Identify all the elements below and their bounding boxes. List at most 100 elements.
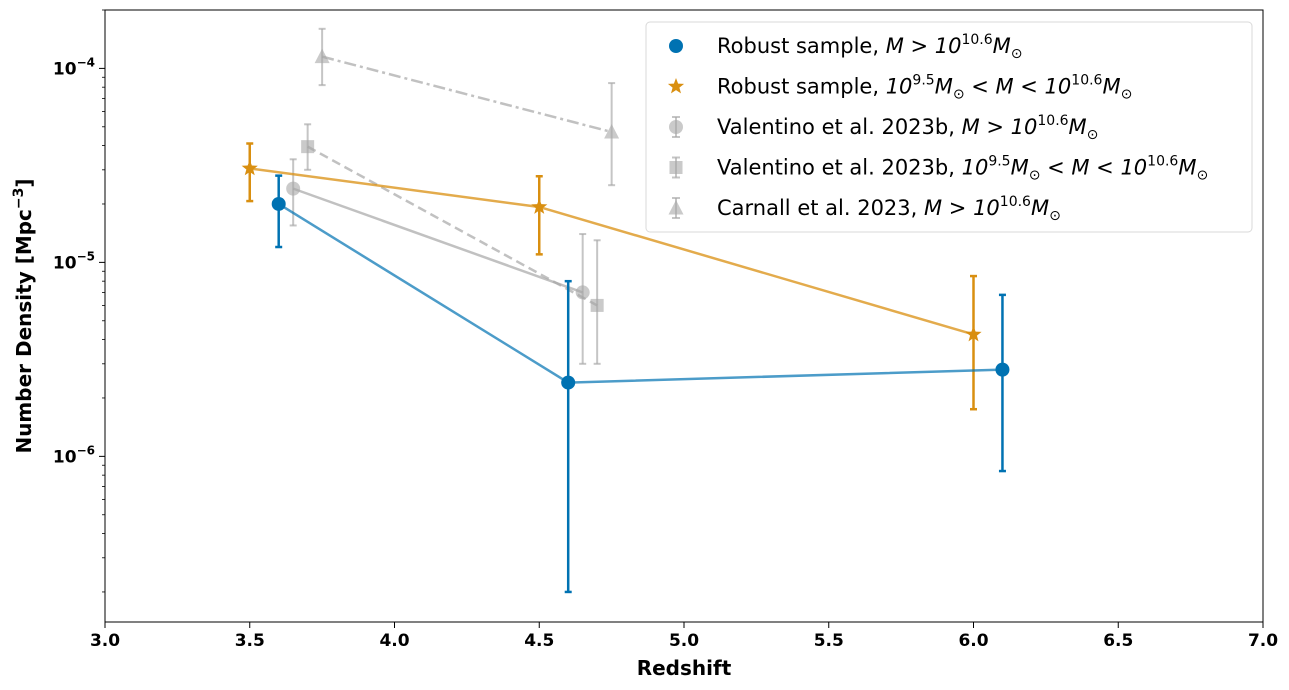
legend-label-text: Valentino et al. 2023b, [717,115,962,139]
legend-label-text: Valentino et al. 2023b, [717,156,962,180]
legend-label-0: Robust sample, M > 1010.6M⊙ [717,32,1023,62]
legend-math: ⊙ [1011,46,1023,62]
y-tick-base: 10 [53,253,77,273]
legend-marker-3 [669,161,683,174]
series-2 [286,158,590,365]
x-axis-title: Redshift [637,656,732,680]
legend-math: ⊙ [1029,168,1041,184]
legend-math: < M < 10 [965,75,1072,99]
series-0 [271,174,1010,594]
data-point-1-2 [965,325,982,342]
legend-math: 10.6 [961,32,992,48]
y-tick-exp: −5 [77,249,95,263]
legend-label-4: Carnall et al. 2023, M > 1010.6M⊙ [717,194,1061,224]
legend-math: M [1178,156,1196,180]
legend-math: ⊙ [953,87,965,103]
legend-label-2: Valentino et al. 2023b, M > 1010.6M⊙ [717,113,1098,143]
y-axis-title: Number Density [Mpc−3] [11,178,36,453]
y-tick-base: 10 [53,447,77,467]
series-4 [314,27,620,187]
legend-math: 10.6 [1037,113,1068,129]
y-tick-label-2: 10−4 [53,55,95,79]
legend-math: 9.5 [988,154,1010,170]
legend-label-1: Robust sample, 109.5M⊙ < M < 1010.6M⊙ [717,73,1132,103]
error-bar-0-2 [998,293,1006,473]
legend-math: < M < 10 [1040,156,1147,180]
legend-label-3: Valentino et al. 2023b, 109.5M⊙ < M < 10… [717,154,1208,184]
data-point-4-1 [604,124,620,139]
legend-frame [645,21,1253,233]
y-tick-base: 10 [53,59,77,79]
legend-math: M > 10 [962,115,1038,139]
legend-math: ⊙ [1049,208,1061,224]
data-point-2-0 [286,181,301,196]
data-point-1-0 [241,159,258,176]
error-bar-1-0 [246,142,254,203]
series-layer [241,27,1010,594]
legend-math: M > 10 [924,196,1000,220]
legend-marker-2 [669,120,683,134]
x-tick-label-0: 3.0 [90,631,120,651]
legend-math: ⊙ [1121,87,1133,103]
legend-marker-0 [669,39,683,53]
x-tick-label-2: 4.0 [379,631,409,651]
y-tick-label-0: 10−6 [53,443,95,467]
y-tick-exp: −6 [77,443,95,457]
data-point-3-0 [301,140,315,154]
data-point-3-1 [590,298,604,312]
legend-math: 10.6 [1000,194,1031,210]
legend-item-3: Valentino et al. 2023b, 109.5M⊙ < M < 10… [669,154,1208,184]
legend-label-text: Carnall et al. 2023, [717,196,924,220]
legend-math: 9.5 [912,73,934,89]
y-tick-label-1: 10−5 [53,249,95,273]
legend-math: ⊙ [1087,127,1099,143]
x-tick-label-4: 5.0 [669,631,699,651]
data-point-0-0 [271,196,286,211]
legend-label-text: Robust sample, [717,34,886,58]
x-tick-label-1: 3.5 [235,631,265,651]
series-1 [241,142,982,411]
legend-math: M [935,75,953,99]
legend-math: 10.6 [1147,154,1178,170]
series-line-2 [292,187,584,294]
y-axis-title-main: Number Density [Mpc [12,209,36,453]
legend-math: 10.6 [1071,73,1102,89]
axis-ticks: 3.0 3.5 4.0 4.5 5.0 5.5 6.0 6.5 7.010−610−510−4 [53,9,1278,651]
legend-item-2: Valentino et al. 2023b, M > 1010.6M⊙ [669,113,1098,143]
legend-math: M > 10 [886,34,962,58]
plot-frame [104,9,1264,623]
legend-math: M [993,34,1011,58]
data-point-4-0 [314,48,330,64]
y-tick-exp: −4 [77,55,95,69]
error-bar-0-0 [275,174,283,249]
x-tick-label-3: 4.5 [524,631,554,651]
legend-math: M [1069,115,1087,139]
series-3 [301,123,604,365]
y-axis-title-end: ] [12,178,36,187]
legend-math: 10 [886,75,913,99]
legend-marker-4 [668,200,684,215]
series-line-4 [321,55,612,134]
legend-item-4: Carnall et al. 2023, M > 1010.6M⊙ [668,194,1061,224]
error-bar-0-1 [564,279,572,594]
x-tick-label-8: 7.0 [1248,631,1278,651]
data-point-0-1 [561,375,576,390]
legend: Robust sample, M > 1010.6M⊙Robust sample… [645,21,1253,233]
x-tick-label-6: 6.0 [958,631,988,651]
legend-math: 10 [962,156,989,180]
legend-item-0: Robust sample, M > 1010.6M⊙ [669,32,1023,62]
error-bar-1-1 [535,174,543,256]
legend-math: ⊙ [1196,168,1208,184]
legend-math: M [1102,75,1120,99]
legend-math: M [1011,156,1029,180]
x-tick-label-7: 6.5 [1103,631,1133,651]
legend-math: M [1031,196,1049,220]
data-point-0-2 [995,362,1010,377]
y-axis-title-exp: −3 [11,188,27,209]
legend-label-text: Robust sample, [717,75,886,99]
error-bar-1-2 [970,274,977,411]
legend-marker-1 [667,78,685,94]
x-tick-label-5: 5.5 [814,631,844,651]
data-point-1-1 [531,198,548,214]
